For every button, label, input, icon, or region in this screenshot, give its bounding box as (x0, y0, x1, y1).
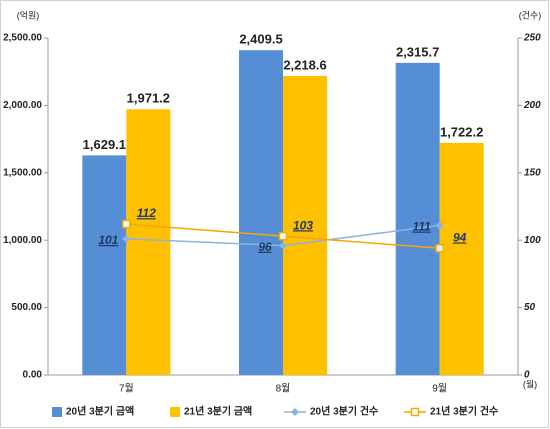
bar (283, 75, 327, 376)
legend-label: 21년 3분기 건수 (430, 405, 498, 418)
line-value-label: 103 (293, 218, 313, 232)
line-value-label: 111 (413, 220, 432, 234)
line-marker (435, 244, 444, 253)
x-tick-label: 9월 (432, 383, 447, 395)
y2-tick-label: 150 (524, 167, 541, 178)
line-value-label: 94 (453, 230, 467, 244)
bar (239, 50, 283, 375)
bar-value-label: 2,315.7 (396, 44, 439, 59)
y-tick-label: 500.00 (11, 302, 42, 313)
legend-label: 21년 3분기 금액 (184, 405, 252, 418)
y-tick-label: 2,500.00 (3, 33, 42, 44)
y-tick-label: 0.00 (23, 370, 43, 381)
bar-value-label: 2,409.5 (239, 32, 282, 47)
bar (82, 155, 127, 375)
y-tick-label: 1,000.00 (3, 235, 42, 246)
y2-tick-label: 250 (523, 33, 541, 44)
y2-tick-label: 50 (524, 302, 536, 313)
bar (126, 109, 171, 376)
y-tick-label: 1,500.00 (3, 167, 42, 178)
bar-value-label: 1,971.2 (127, 91, 170, 106)
line-marker (279, 241, 287, 250)
bar-value-label: 2,218.6 (283, 57, 326, 72)
bar-value-label: 1,722.2 (440, 124, 483, 139)
y2-tick-label: 200 (523, 100, 541, 111)
line-marker (435, 221, 444, 230)
y-axis-label: (억원) (17, 9, 40, 20)
x-tick-label: 8월 (276, 383, 291, 395)
y-tick-label: 2,000.00 (3, 100, 42, 111)
y2-tick-label: 0 (524, 370, 530, 381)
legend-marker (410, 407, 420, 417)
line-value-label: 101 (98, 233, 118, 247)
legend-label: 20년 3분기 건수 (310, 405, 378, 418)
legend-swatch (52, 407, 62, 417)
x-axis-label: (월) (523, 378, 537, 389)
bar-value-label: 1,629.1 (83, 137, 126, 152)
y2-axis-label: (건수) (519, 10, 542, 20)
line-marker (122, 219, 131, 229)
legend-swatch (170, 407, 180, 417)
line-marker (122, 234, 131, 243)
line-marker (278, 231, 288, 241)
x-tick-label: 7월 (119, 383, 134, 395)
line-value-label: 96 (258, 240, 272, 254)
legend-label: 20년 3분기 금액 (66, 405, 134, 418)
bar (395, 62, 440, 376)
bar (439, 142, 484, 375)
line-value-label: 112 (137, 206, 156, 220)
legend-marker (291, 408, 299, 416)
y2-tick-label: 100 (524, 235, 541, 246)
